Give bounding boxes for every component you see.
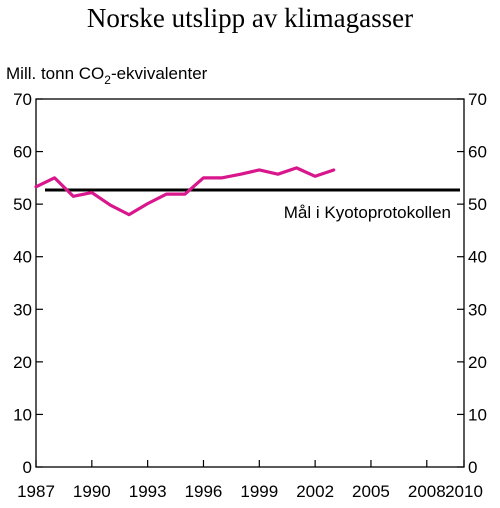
kyoto-target-label: Mål i Kyotoprotokollen (284, 203, 451, 222)
y-axis-unit-main: Mill. tonn CO (6, 64, 104, 83)
x-tick-label: 2005 (352, 482, 390, 501)
y-axis-right: 0 10 20 30 40 50 60 70 (457, 90, 487, 477)
x-tick-label: 1990 (73, 482, 111, 501)
y-tick-label-right: 30 (468, 300, 487, 319)
x-tick-label: 2002 (296, 482, 334, 501)
y-tick-label-left: 60 (13, 143, 32, 162)
emissions-series-points (35, 167, 334, 215)
x-tick-label: 2008 (408, 482, 446, 501)
y-tick-label-right: 10 (468, 405, 487, 424)
y-axis-unit-label: Mill. tonn CO2-ekvivalenter (6, 64, 208, 87)
y-tick-label-right: 70 (468, 90, 487, 109)
y-tick-label-right: 60 (468, 143, 487, 162)
x-tick-label: 1987 (17, 482, 55, 501)
y-tick-label-right: 20 (468, 353, 487, 372)
x-tick-label: 1999 (240, 482, 278, 501)
x-tick-label: 2010 (445, 482, 483, 501)
y-tick-label-right: 0 (468, 458, 477, 477)
y-axis-left: 0 10 20 30 40 50 60 70 (13, 90, 43, 477)
x-axis: 1987 1990 1993 1996 1999 2002 2005 2008 2010 (17, 460, 483, 501)
y-tick-label-left: 30 (13, 300, 32, 319)
y-tick-label-right: 50 (468, 195, 487, 214)
y-axis-unit-suffix: -ekvivalenter (111, 64, 208, 83)
y-tick-label-left: 10 (13, 405, 32, 424)
x-tick-label: 1993 (129, 482, 167, 501)
chart-title: Norske utslipp av klimagasser (87, 3, 413, 33)
y-axis-unit-subscript: 2 (104, 73, 111, 87)
y-tick-label-left: 0 (23, 458, 32, 477)
y-tick-label-left: 40 (13, 248, 32, 267)
y-tick-label-left: 20 (13, 353, 32, 372)
plot-area (35, 98, 465, 468)
x-tick-label: 1996 (185, 482, 223, 501)
y-tick-label-left: 50 (13, 195, 32, 214)
y-tick-label-right: 40 (468, 248, 487, 267)
y-tick-label-left: 70 (13, 90, 32, 109)
